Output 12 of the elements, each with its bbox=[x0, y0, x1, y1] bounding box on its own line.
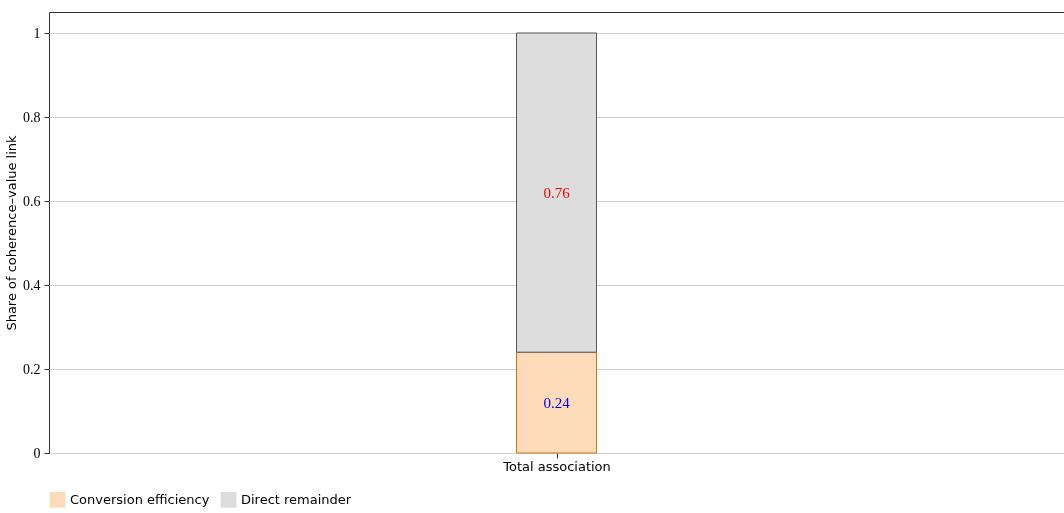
y-tick-label: 0 bbox=[33, 445, 41, 461]
data-label: 0.76 bbox=[543, 184, 571, 201]
y-tick-label: 1 bbox=[33, 25, 41, 41]
data-label: 0.24 bbox=[543, 394, 571, 411]
legend-label: Conversion efficiency bbox=[70, 491, 210, 507]
y-tick-label: 0.6 bbox=[23, 193, 41, 209]
x-tick-label: Total association bbox=[502, 458, 611, 474]
y-axis-title: Share of coherence–value link bbox=[4, 134, 19, 331]
legend-label: Direct remainder bbox=[241, 491, 352, 507]
y-tick-label: 0.8 bbox=[23, 109, 41, 125]
y-tick-label: 0.4 bbox=[23, 277, 41, 293]
y-tick-label: 0.2 bbox=[23, 361, 41, 377]
